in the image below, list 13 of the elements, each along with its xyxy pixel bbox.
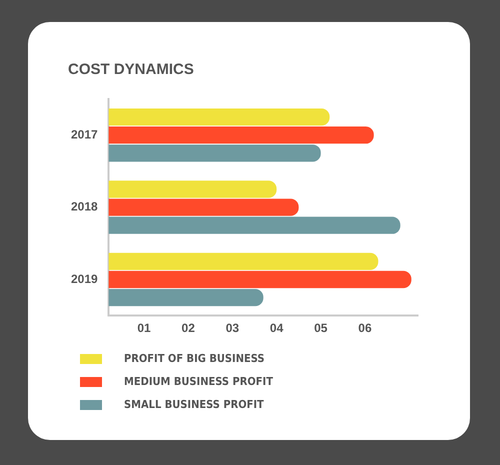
legend-label: MEDIUM BUSINESS PROFIT [124, 375, 273, 388]
legend-label: PROFIT OF BIG BUSINESS [124, 352, 265, 365]
x-tick-label: 01 [137, 321, 152, 336]
legend-label: SMALL BUSINESS PROFIT [124, 398, 264, 411]
y-tick-label: 2018 [70, 200, 98, 214]
chart-title: COST DYNAMICS [68, 61, 194, 78]
x-tick-label: 02 [182, 321, 196, 336]
y-tick-label: 2017 [70, 127, 98, 142]
x-tick-label: 05 [314, 321, 328, 336]
x-tick-label: 03 [226, 321, 240, 336]
x-tick-label: 04 [270, 321, 284, 336]
y-tick-label: 2019 [70, 272, 98, 286]
x-tick-label: 06 [358, 321, 372, 336]
